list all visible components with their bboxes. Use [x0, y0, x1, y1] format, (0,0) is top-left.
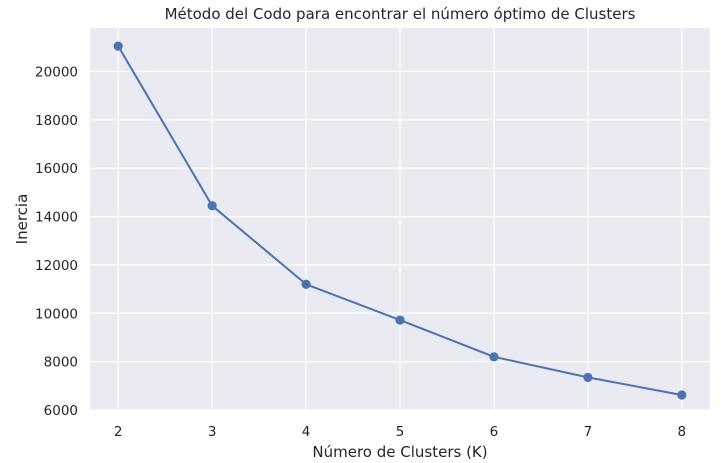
x-tick-label: 2: [114, 424, 123, 440]
y-tick-label: 20000: [35, 65, 78, 81]
y-gridlines: [90, 70, 710, 411]
x-axis-label: Número de Clusters (K): [312, 443, 487, 461]
x-tick-label: 3: [208, 424, 217, 440]
x-tick-label: 8: [678, 424, 687, 440]
data-point: [583, 372, 593, 382]
y-tick-label: 10000: [35, 306, 78, 322]
data-point: [489, 352, 499, 362]
y-tick-label: 6000: [44, 403, 78, 419]
series-layer: [113, 41, 687, 400]
x-tick-label: 6: [490, 424, 499, 440]
x-tick-labels: 2 3 4 5 6 7 8: [114, 424, 686, 440]
data-point: [395, 315, 405, 325]
data-point: [113, 41, 123, 51]
chart-title: Método del Codo para encontrar el número…: [165, 5, 636, 23]
x-tick-label: 4: [302, 424, 311, 440]
x-tick-label: 7: [584, 424, 593, 440]
x-tick-label: 5: [396, 424, 405, 440]
y-tick-label: 12000: [35, 258, 78, 274]
y-tick-label: 18000: [35, 113, 78, 129]
data-point: [677, 390, 687, 400]
data-point: [207, 201, 217, 211]
y-tick-labels: 6000 8000 10000 12000 14000 16000 18000 20000: [35, 65, 78, 419]
y-tick-label: 14000: [35, 210, 78, 226]
y-tick-label: 16000: [35, 161, 78, 177]
y-axis-label: Inercia: [13, 194, 31, 245]
x-gridlines: [117, 28, 683, 410]
y-tick-label: 8000: [44, 355, 78, 371]
data-point: [301, 279, 311, 289]
